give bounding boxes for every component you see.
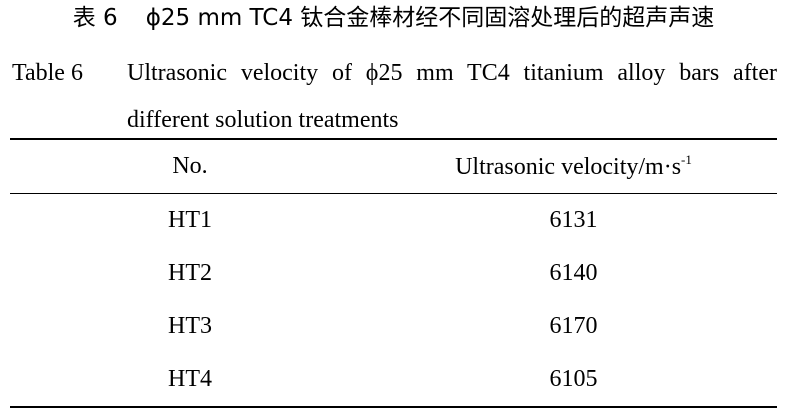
- caption-en: Table 6 Ultrasonic velocity of ϕ25 mm TC4…: [12, 50, 777, 144]
- table-cell: 6170: [549, 313, 598, 339]
- table-cell: 6140: [549, 260, 598, 286]
- caption-cn: 表 6 ϕ25 mm TC4 钛合金棒材经不同固溶处理后的超声声速: [0, 2, 787, 34]
- table-cell: HT4: [168, 366, 212, 392]
- table-cell: 6105: [549, 366, 598, 392]
- table-row: HT4 6105: [10, 353, 777, 407]
- header-sup: -1: [681, 152, 692, 167]
- caption-text: Ultrasonic velocity of ϕ25 mm TC4 titani…: [127, 60, 777, 133]
- table-body: HT1 6131 HT2 6140 HT3 6170 HT4 6105: [10, 194, 777, 407]
- caption-label: 表 6: [72, 5, 118, 31]
- caption-label: Table 6: [12, 60, 83, 86]
- header-text: Ultrasonic velocity/m·s: [455, 154, 682, 180]
- table-cell: HT1: [168, 207, 212, 233]
- header-cell: Ultrasonic velocity/m·s-1: [370, 139, 777, 194]
- header-row: No. Ultrasonic velocity/m·s-1: [10, 139, 777, 194]
- table-row: HT3 6170: [10, 300, 777, 353]
- header-cell: No.: [172, 153, 208, 179]
- caption-text: ϕ25 mm TC4 钛合金棒材经不同固溶处理后的超声声速: [145, 5, 715, 31]
- table-cell: HT2: [168, 260, 212, 286]
- table-head: No. Ultrasonic velocity/m·s-1: [10, 139, 777, 194]
- table-cell: HT3: [168, 313, 212, 339]
- table-row: HT1 6131: [10, 194, 777, 248]
- data-table: No. Ultrasonic velocity/m·s-1 HT1 6131 HT2…: [10, 138, 777, 408]
- table-row: HT2 6140: [10, 247, 777, 300]
- table-cell: 6131: [549, 207, 598, 233]
